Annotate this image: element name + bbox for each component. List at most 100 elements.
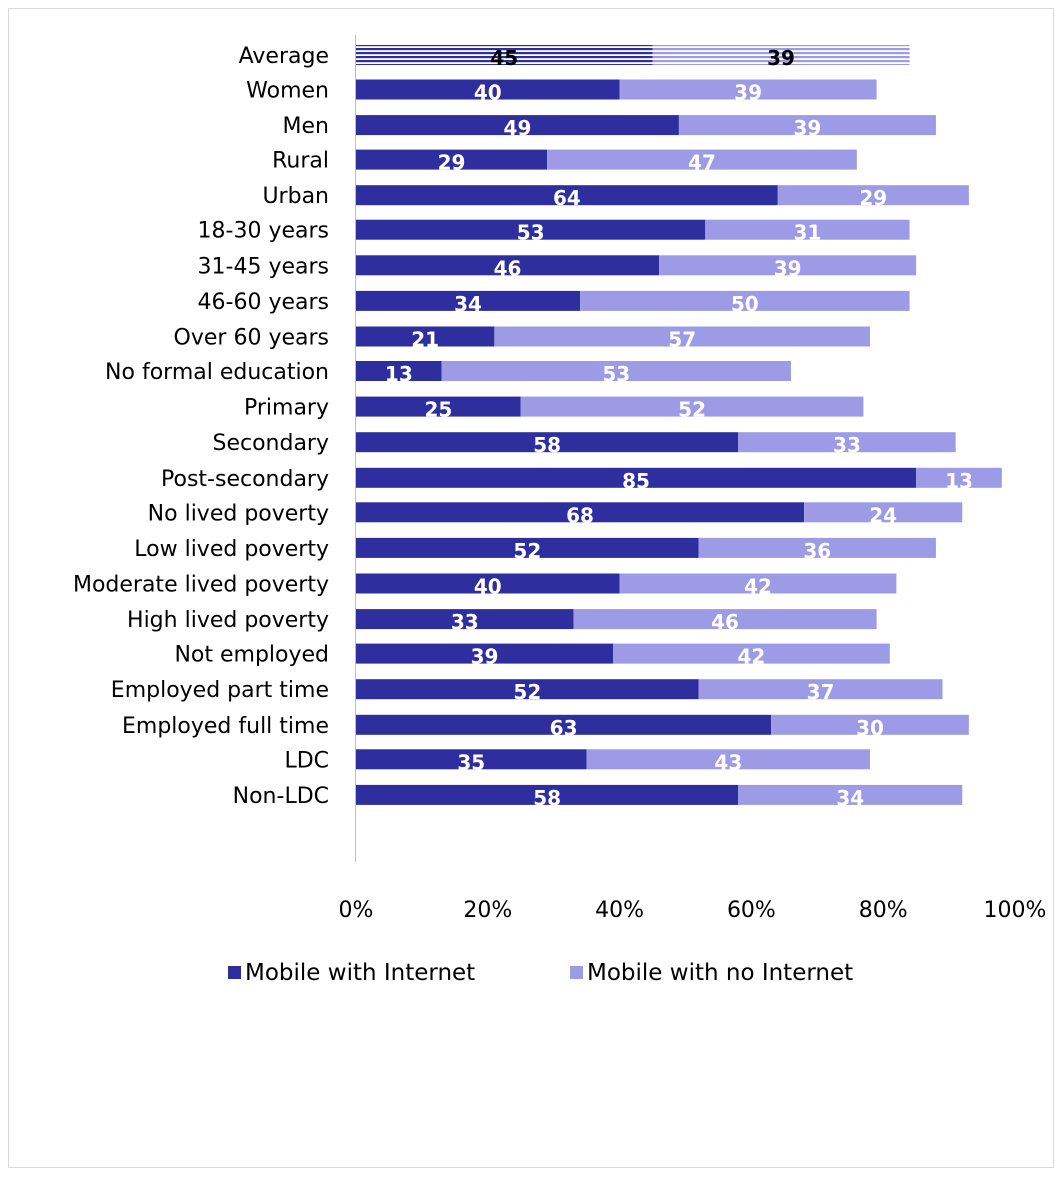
value-label-internet-post-secondary: 85 xyxy=(622,469,650,493)
bar-internet-primary xyxy=(356,396,521,417)
category-label-rural: Rural xyxy=(272,149,329,174)
bar-no-internet-employed-part-time xyxy=(698,679,943,700)
value-label-internet-employed-part-time: 52 xyxy=(513,680,541,704)
bar-no-internet-high-lived-poverty xyxy=(573,609,877,630)
bars-layer xyxy=(356,45,1002,805)
value-label-no-internet-18-30-years: 31 xyxy=(793,221,821,245)
category-label-post-secondary: Post-secondary xyxy=(161,467,329,492)
category-label-women: Women xyxy=(246,79,329,104)
bar-internet-men xyxy=(356,115,679,136)
value-label-no-internet-moderate-lived-poverty: 42 xyxy=(744,575,772,599)
category-label-ldc: LDC xyxy=(284,748,329,773)
value-label-no-internet-over-60-years: 57 xyxy=(668,328,696,352)
bar-internet-employed-part-time xyxy=(356,679,699,700)
value-label-no-internet-men: 39 xyxy=(793,116,821,140)
value-label-no-internet-not-employed: 42 xyxy=(737,645,765,669)
x-tick-label: 40% xyxy=(595,898,644,923)
value-label-no-internet-secondary: 33 xyxy=(833,433,861,457)
bar-internet-secondary xyxy=(356,432,739,453)
value-label-internet-women: 40 xyxy=(474,81,502,105)
bar-no-internet-employed-full-time xyxy=(771,714,969,735)
legend-swatch-mobile-with-internet xyxy=(228,966,241,979)
value-label-internet-non-ldc: 58 xyxy=(533,786,561,810)
bar-no-internet-no-lived-poverty xyxy=(804,502,963,523)
bar-internet-moderate-lived-poverty xyxy=(356,573,620,594)
bar-internet-women xyxy=(356,79,620,100)
value-label-internet-ldc: 35 xyxy=(457,750,485,774)
x-tick-label: 0% xyxy=(339,898,374,923)
value-label-internet-employed-full-time: 63 xyxy=(550,716,578,740)
value-label-internet-high-lived-poverty: 33 xyxy=(451,610,479,634)
value-label-internet-moderate-lived-poverty: 40 xyxy=(474,575,502,599)
bar-no-internet-ldc xyxy=(586,749,871,770)
category-label-men: Men xyxy=(283,114,329,139)
bar-no-internet-urban xyxy=(777,185,969,206)
bar-no-internet-31-45-years xyxy=(659,255,917,276)
value-label-internet-31-45-years: 46 xyxy=(494,256,522,280)
bar-internet-no-formal-education xyxy=(356,361,442,381)
bar-internet-31-45-years xyxy=(356,255,660,276)
chart-frame xyxy=(8,8,1054,1168)
category-label-employed-full-time: Employed full time xyxy=(122,714,329,739)
bar-internet-average xyxy=(356,45,653,65)
category-label-over-60-years: Over 60 years xyxy=(174,326,329,351)
value-label-no-internet-post-secondary: 13 xyxy=(945,469,973,493)
value-label-internet-no-lived-poverty: 68 xyxy=(566,503,594,527)
bar-internet-ldc xyxy=(356,749,587,770)
legend-label-mobile-with-internet: Mobile with Internet xyxy=(245,960,475,986)
bar-internet-no-lived-poverty xyxy=(356,502,805,523)
bar-no-internet-no-formal-education xyxy=(441,361,791,381)
value-label-no-internet-low-lived-poverty: 36 xyxy=(803,539,831,563)
x-tick-label: 20% xyxy=(463,898,512,923)
category-label-no-formal-education: No formal education xyxy=(105,360,329,385)
bar-internet-over-60-years xyxy=(356,326,495,347)
category-label-high-lived-poverty: High lived poverty xyxy=(127,608,329,633)
category-label-no-lived-poverty: No lived poverty xyxy=(148,501,329,526)
x-tick-label: 60% xyxy=(727,898,776,923)
category-label-31-45-years: 31-45 years xyxy=(198,254,329,279)
value-label-no-internet-46-60-years: 50 xyxy=(731,292,759,316)
value-label-no-internet-ldc: 43 xyxy=(714,750,742,774)
category-label-46-60-years: 46-60 years xyxy=(198,290,329,315)
value-label-no-internet-31-45-years: 39 xyxy=(774,256,802,280)
x-tick-label: 100% xyxy=(984,898,1047,923)
category-label-primary: Primary xyxy=(244,396,329,421)
legend-label-mobile-with-no-internet: Mobile with no Internet xyxy=(587,960,853,986)
bar-internet-high-lived-poverty xyxy=(356,609,574,630)
category-label-secondary: Secondary xyxy=(212,431,329,456)
value-label-internet-average: 45 xyxy=(490,46,518,70)
bar-no-internet-non-ldc xyxy=(738,784,963,805)
value-label-internet-rural: 29 xyxy=(438,151,466,175)
bar-no-internet-low-lived-poverty xyxy=(698,537,936,558)
value-label-internet-46-60-years: 34 xyxy=(454,292,482,316)
bar-internet-post-secondary xyxy=(356,467,917,488)
value-label-internet-men: 49 xyxy=(504,116,532,140)
bar-no-internet-over-60-years xyxy=(494,326,871,347)
value-label-internet-no-formal-education: 13 xyxy=(385,362,413,386)
value-label-no-internet-women: 39 xyxy=(734,81,762,105)
bar-no-internet-moderate-lived-poverty xyxy=(619,573,897,594)
category-label-average: Average xyxy=(239,44,329,69)
bar-no-internet-46-60-years xyxy=(580,290,910,311)
value-label-no-internet-urban: 29 xyxy=(859,186,887,210)
bar-no-internet-rural xyxy=(547,149,857,170)
bar-internet-non-ldc xyxy=(356,784,739,805)
value-label-no-internet-average: 39 xyxy=(767,46,795,70)
bar-no-internet-women xyxy=(619,79,877,100)
bar-no-internet-18-30-years xyxy=(705,219,910,240)
x-axis-ticks: 0% 20% 40% 60% 80% 100% xyxy=(339,898,1047,923)
value-label-no-internet-rural: 47 xyxy=(688,151,716,175)
value-label-no-internet-primary: 52 xyxy=(678,398,706,422)
value-label-internet-18-30-years: 53 xyxy=(517,221,545,245)
bar-no-internet-primary xyxy=(520,396,864,417)
bar-internet-46-60-years xyxy=(356,290,581,311)
category-label-low-lived-poverty: Low lived poverty xyxy=(134,537,329,562)
category-label-non-ldc: Non-LDC xyxy=(233,784,329,809)
x-tick-label: 80% xyxy=(859,898,908,923)
category-label-moderate-lived-poverty: Moderate lived poverty xyxy=(73,573,329,598)
bar-no-internet-not-employed xyxy=(613,643,890,664)
value-label-no-internet-high-lived-poverty: 46 xyxy=(711,610,739,634)
value-label-internet-low-lived-poverty: 52 xyxy=(513,539,541,563)
bar-no-internet-post-secondary xyxy=(916,467,1002,488)
